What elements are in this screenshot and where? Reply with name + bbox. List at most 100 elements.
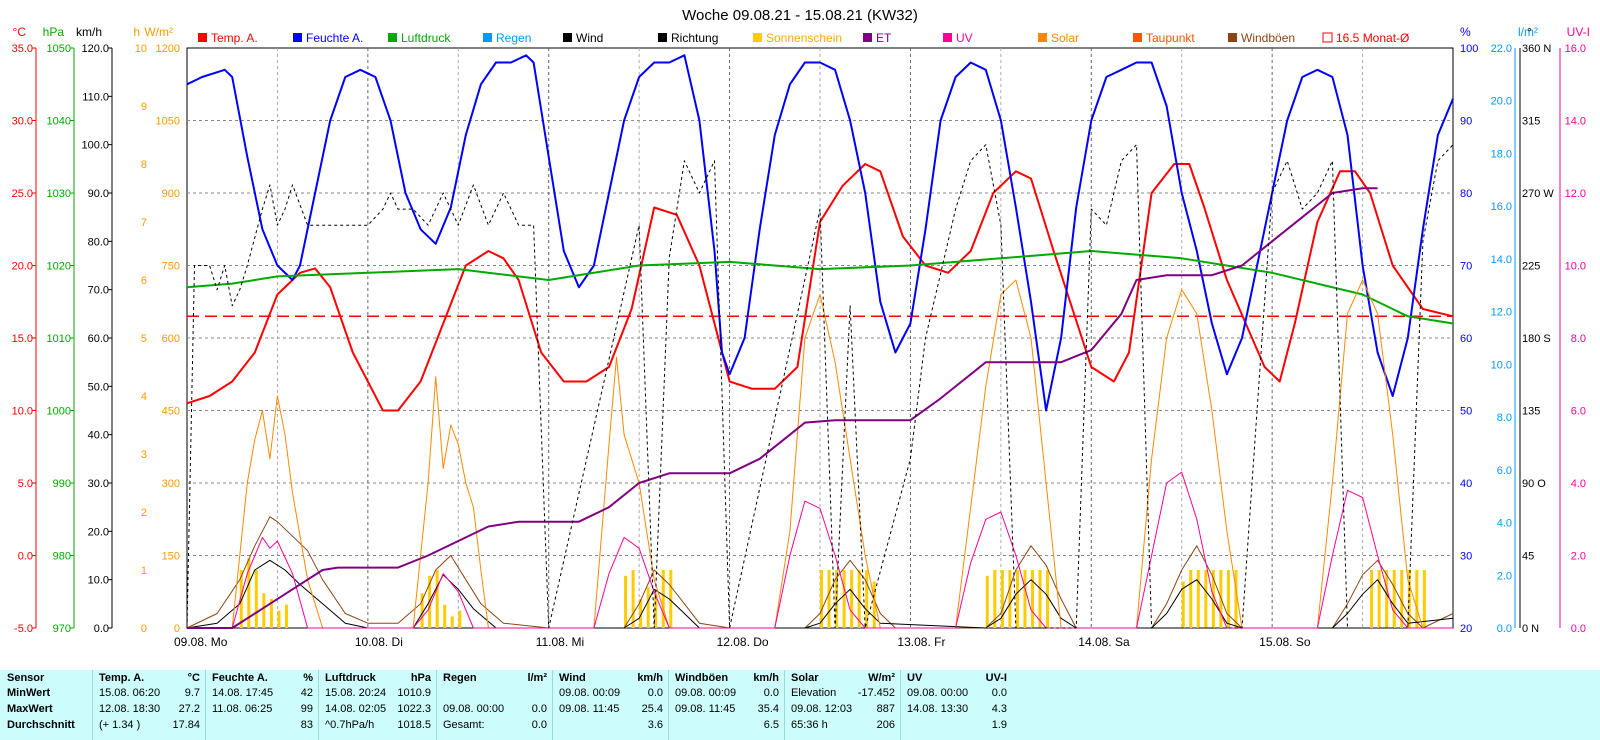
stats-value: 1.9 [991, 719, 1007, 731]
axis-tick-label: 1 [141, 565, 147, 577]
legend-swatch [1038, 33, 1047, 42]
axis-tick-label: 990 [53, 478, 71, 490]
legend-label: 16.5 Monat-Ø [1336, 31, 1409, 45]
stats-column-divider [92, 670, 93, 740]
series-windb-en [186, 516, 1454, 629]
axis-tick-label: 0 [141, 623, 147, 635]
axis-tick-label: 12.0 [1565, 188, 1586, 200]
axis-tick-label: 10.0 [12, 406, 33, 418]
series-luftdruck [186, 250, 1454, 325]
sunshine-bar [1189, 570, 1193, 628]
legend-swatch [753, 33, 762, 42]
sunshine-bar [1234, 570, 1238, 628]
sunshine-bar [277, 610, 281, 628]
stats-detail: 09.08. 12:03 [791, 703, 853, 715]
stats-value: 1010.9 [397, 687, 431, 699]
axis-tick-label: 1000 [47, 406, 71, 418]
legend-label: ET [876, 31, 892, 45]
stats-header: Temp. A. [99, 672, 145, 684]
sunshine-bar [669, 570, 673, 628]
sunshine-bar [1422, 570, 1426, 628]
stats-detail: ^0.7hPa/h [325, 719, 375, 731]
series-feuchte-a [186, 54, 1454, 412]
axis-tick-label: 150 [162, 551, 180, 563]
axis-tick-label: 40 [1460, 478, 1472, 490]
legend-swatch [563, 33, 572, 42]
sunshine-bar [1000, 570, 1004, 628]
axis-tick-label: 10 [135, 43, 147, 55]
stats-header: Sensor [7, 672, 45, 684]
stats-value: 9.7 [184, 687, 200, 699]
series-temp-a [186, 163, 1454, 412]
axis-tick-label: 25.0 [12, 188, 33, 200]
stats-value: 42 [300, 687, 313, 699]
axis-tick-label: 7 [141, 217, 147, 229]
sunshine-bar [857, 570, 861, 628]
axis-tick-label: 120.0 [81, 43, 109, 55]
legend-label: Windböen [1241, 31, 1295, 45]
sunshine-bar [284, 604, 288, 628]
axis-tick-label: 8 [141, 159, 147, 171]
axis-unit-left: h [133, 25, 140, 39]
stats-detail: 15.08. 20:24 [325, 687, 387, 699]
sunshine-bar [443, 604, 447, 628]
legend-label: Luftdruck [401, 31, 451, 45]
stats-header-unit: °C [187, 672, 200, 684]
stats-header-unit: W/m² [868, 672, 895, 684]
axis-unit-right: l/m² [1518, 25, 1538, 39]
stats-value: 0.0 [763, 687, 779, 699]
stats-column-divider [668, 670, 669, 740]
stats-header-unit: km/h [637, 672, 663, 684]
stats-value: -17.452 [857, 687, 895, 699]
stats-header-unit: UV-I [985, 672, 1007, 684]
legend-label: Sonnenschein [766, 31, 842, 45]
stats-detail: 09.08. 00:00 [907, 687, 969, 699]
stats-header: Windböen [675, 672, 729, 684]
sunshine-bar [842, 570, 846, 628]
stats-row-label: MaxWert [7, 703, 53, 715]
stats-detail: 09.08. 00:09 [675, 687, 737, 699]
stats-column-divider [436, 670, 437, 740]
axis-tick-label: 1020 [47, 261, 71, 273]
axis-tick-label: 16.0 [1491, 201, 1512, 213]
sunshine-bar [985, 575, 989, 628]
axis-tick-label: 20.0 [88, 526, 109, 538]
axis-tick-label: 6.0 [1497, 465, 1512, 477]
sunshine-bar [1415, 570, 1419, 628]
stats-value: 1018.5 [397, 719, 431, 731]
weather-chart: Woche 09.08.21 - 15.08.21 (KW32) Temp. A.… [12, 7, 1590, 649]
stats-value: 27.2 [178, 703, 200, 715]
stats-value: 6.5 [763, 719, 779, 731]
axis-tick-label: 90 O [1522, 478, 1546, 490]
axis-tick-label: 900 [162, 188, 180, 200]
legend-swatch [1322, 32, 1333, 43]
stats-value: 0.0 [531, 703, 547, 715]
sunshine-bar [435, 570, 439, 628]
stats-value: 3.6 [647, 719, 663, 731]
axis-tick-label: 10.0 [1565, 261, 1586, 273]
legend-swatch [1228, 33, 1237, 42]
stats-detail: 15.08. 06:20 [99, 687, 161, 699]
stats-detail: Elevation [791, 687, 837, 699]
axis-tick-label: 20.0 [1491, 96, 1512, 108]
sunshine-bar [1023, 570, 1027, 628]
sunshine-bar [624, 575, 628, 628]
axis-tick-label: 3 [141, 449, 147, 461]
sunshine-bar [1385, 570, 1389, 628]
axis-tick-label: 4.0 [1497, 518, 1512, 530]
axis-tick-label: 18.0 [1491, 148, 1512, 160]
axis-tick-label: 20 [1460, 623, 1472, 635]
sunshine-bar [646, 587, 650, 628]
axis-tick-label: 30.0 [88, 478, 109, 490]
axis-tick-label: 6 [141, 275, 147, 287]
series-wind [186, 559, 1454, 629]
legend-label: Solar [1051, 31, 1079, 45]
sunshine-bar [1038, 570, 1042, 628]
sunshine-bar [262, 593, 266, 628]
sunshine-bar [820, 570, 823, 628]
sunshine-bar [247, 558, 251, 628]
sunshine-bar [1400, 570, 1404, 628]
axis-tick-label: 80 [1460, 188, 1472, 200]
stats-header-unit: hPa [410, 672, 431, 684]
stats-header: Regen [443, 672, 477, 684]
